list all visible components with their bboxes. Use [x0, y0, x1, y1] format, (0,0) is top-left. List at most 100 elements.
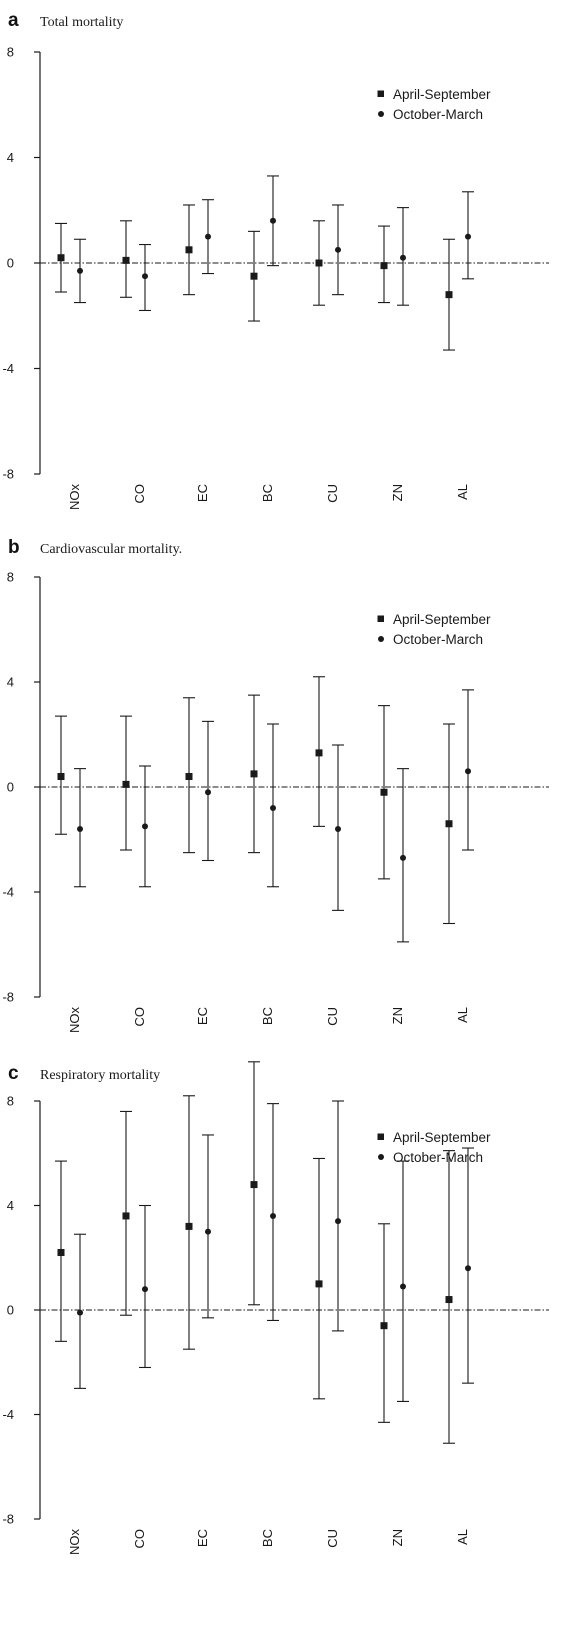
series-october-march: [74, 689, 474, 943]
legend-label: October-March: [393, 107, 483, 122]
y-tick-label: 8: [7, 1094, 14, 1109]
y-tick-label: 8: [7, 570, 14, 585]
x-tick-label-al: AL: [455, 484, 470, 500]
data-point-circle: [400, 254, 406, 261]
panel-title: Cardiovascular mortality.: [40, 542, 182, 557]
y-tick-label: -4: [2, 885, 14, 900]
x-tick-label-zn: ZN: [390, 1007, 405, 1024]
data-point-square: [250, 272, 258, 280]
legend-marker-circle: [378, 1154, 384, 1160]
x-tick-label-nox: NOx: [67, 1529, 82, 1556]
data-point-circle: [270, 805, 276, 811]
series-april-september: [55, 1061, 455, 1444]
x-tick-label-zn: ZN: [390, 484, 405, 501]
data-point-square: [57, 773, 65, 780]
data-point-square: [185, 773, 193, 780]
data-point-square: [315, 259, 323, 267]
x-tick-label-al: AL: [455, 1529, 470, 1545]
y-tick-label: 4: [7, 675, 14, 690]
legend-marker-circle: [378, 636, 384, 642]
data-point-square: [315, 749, 323, 757]
legend: April-September October-March: [377, 612, 491, 647]
y-tick-label: 4: [7, 1198, 14, 1213]
legend: April-September October-March: [377, 1130, 491, 1165]
legend-marker-square: [377, 90, 384, 97]
series-october-march: [74, 1100, 474, 1402]
x-tick-label-al: AL: [455, 1007, 470, 1023]
data-point-square: [380, 788, 388, 796]
legend-label: April-September: [393, 612, 491, 627]
data-point-circle: [142, 273, 148, 280]
legend-label: April-September: [393, 1130, 491, 1145]
x-tick-label-co: CO: [132, 1529, 147, 1549]
data-point-square: [185, 1222, 193, 1230]
y-tick-label: 0: [7, 780, 14, 795]
legend-label: October-March: [393, 632, 483, 647]
data-point-circle: [335, 826, 341, 832]
data-point-square: [380, 262, 388, 270]
legend-marker-circle: [378, 111, 384, 117]
x-tick-label-bc: BC: [260, 484, 275, 502]
legend: April-September October-March: [377, 87, 491, 122]
data-point-circle: [465, 1265, 471, 1272]
data-point-circle: [77, 1309, 83, 1316]
panel-letter: b: [8, 537, 20, 558]
data-point-square: [57, 254, 65, 262]
panel-letter: a: [8, 10, 19, 31]
data-point-circle: [205, 789, 211, 796]
x-tick-label-bc: BC: [260, 1007, 275, 1025]
data-point-circle: [205, 1228, 211, 1235]
data-point-circle: [142, 823, 148, 830]
legend-marker-square: [377, 615, 384, 622]
data-point-circle: [400, 1283, 406, 1290]
data-point-square: [315, 1280, 323, 1288]
data-point-square: [122, 780, 130, 788]
y-tick-label: -8: [2, 467, 14, 482]
data-point-circle: [400, 854, 406, 861]
data-point-square: [57, 1249, 65, 1257]
x-tick-label-cu: CU: [325, 1007, 340, 1026]
data-point-circle: [77, 826, 83, 832]
y-tick-label: 0: [7, 256, 14, 271]
y-tick-label: 4: [7, 150, 14, 165]
x-tick-label-co: CO: [132, 484, 147, 504]
data-point-circle: [465, 233, 471, 240]
data-point-square: [445, 291, 453, 299]
x-tick-label-bc: BC: [260, 1529, 275, 1547]
data-point-square: [122, 256, 130, 264]
panel-letter: c: [8, 1063, 19, 1084]
x-tick-label-cu: CU: [325, 484, 340, 503]
x-tick-label-ec: EC: [195, 1007, 210, 1025]
y-tick-label: -4: [2, 1407, 14, 1422]
data-point-square: [445, 820, 453, 828]
series-october-march: [74, 175, 474, 312]
data-point-circle: [335, 1218, 341, 1225]
data-point-circle: [205, 233, 211, 240]
x-tick-label-cu: CU: [325, 1529, 340, 1548]
legend-label: October-March: [393, 1150, 483, 1165]
data-point-circle: [465, 768, 471, 775]
chart-panel-b: b Cardiovascular mortality. 8 4 0 -4 -8 NOx CO EC…: [2, 537, 549, 1033]
data-point-circle: [270, 1212, 276, 1219]
data-point-square: [185, 246, 193, 254]
data-point-square: [380, 1322, 388, 1330]
y-tick-label: 8: [7, 45, 14, 60]
data-point-circle: [335, 246, 341, 253]
data-point-circle: [270, 217, 276, 224]
data-point-square: [250, 770, 258, 778]
panel-title: Total mortality: [40, 15, 123, 30]
data-point-square: [445, 1296, 453, 1304]
legend-label: April-September: [393, 87, 491, 102]
y-tick-label: -8: [2, 990, 14, 1005]
legend-marker-square: [377, 1133, 384, 1140]
x-tick-label-zn: ZN: [390, 1529, 405, 1546]
x-tick-label-co: CO: [132, 1007, 147, 1027]
y-tick-label: 0: [7, 1303, 14, 1318]
data-point-circle: [142, 1286, 148, 1293]
y-tick-label: -8: [2, 1512, 14, 1527]
x-tick-label-nox: NOx: [67, 1007, 82, 1034]
y-tick-label: -4: [2, 361, 14, 376]
series-april-september: [55, 204, 455, 351]
x-tick-label-ec: EC: [195, 484, 210, 502]
